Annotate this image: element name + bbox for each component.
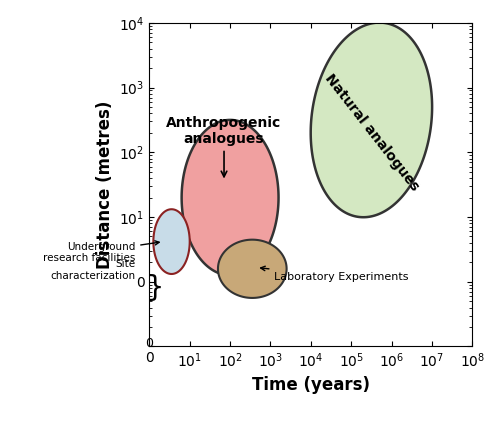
Polygon shape (218, 240, 286, 298)
Text: Anthropogenic
analogues: Anthropogenic analogues (166, 116, 281, 177)
Polygon shape (154, 209, 190, 274)
Text: Laboratory Experiments: Laboratory Experiments (260, 266, 409, 282)
Text: }: } (148, 274, 164, 302)
Text: Underground
research facilities: Underground research facilities (43, 241, 159, 264)
Y-axis label: Distance (metres): Distance (metres) (96, 101, 114, 269)
Polygon shape (182, 120, 278, 275)
Text: 0: 0 (146, 337, 154, 350)
Text: Natural analogues: Natural analogues (322, 72, 422, 194)
X-axis label: Time (years): Time (years) (252, 375, 370, 393)
Polygon shape (310, 23, 432, 217)
Text: Site
characterization: Site characterization (50, 259, 135, 281)
